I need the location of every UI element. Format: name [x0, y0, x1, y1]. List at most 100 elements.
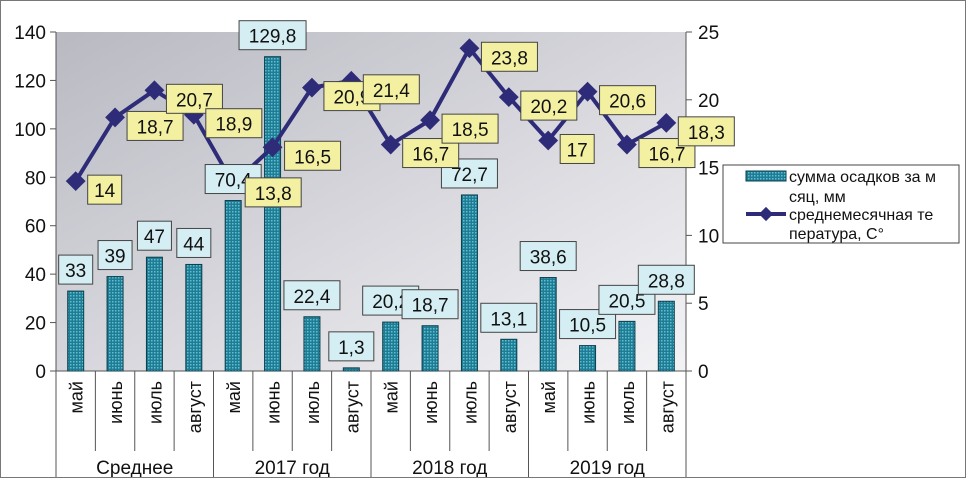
- precipitation-label: 13,1: [490, 309, 527, 330]
- category-label: июнь: [264, 381, 284, 424]
- precipitation-label-box: [176, 227, 212, 258]
- precipitation-bar: [539, 277, 557, 372]
- precipitation-label-box: [519, 241, 577, 272]
- precipitation-label: 22,4: [293, 287, 330, 308]
- left-tick-label: 80: [25, 168, 46, 189]
- category-label: июль: [303, 381, 323, 424]
- right-tick-label: 0: [698, 362, 709, 383]
- temperature-label: 20,9: [333, 88, 370, 109]
- temperature-label: 18,3: [688, 123, 725, 144]
- right-tick-label: 25: [698, 23, 719, 44]
- temperature-label-box: [441, 113, 499, 144]
- precipitation-label-box: [58, 254, 94, 285]
- precipitation-bar: [106, 276, 124, 372]
- temperature-label: 16,7: [648, 145, 685, 166]
- precipitation-label: 1,3: [338, 338, 364, 359]
- precipitation-label: 44: [183, 234, 205, 255]
- right-tick-label: 10: [698, 226, 719, 247]
- category-label: июль: [618, 381, 638, 424]
- precipitation-bar: [618, 320, 636, 372]
- temperature-label: 18,5: [452, 120, 489, 141]
- temperature-label-box: [126, 110, 184, 141]
- category-label: май: [382, 381, 402, 413]
- precipitation-label: 38,6: [530, 248, 567, 269]
- temperature-label-box: [244, 177, 302, 208]
- precipitation-label: 39: [104, 247, 125, 268]
- temperature-marker: [262, 137, 283, 158]
- precipitation-bar: [657, 300, 675, 372]
- precipitation-label: 70,4: [215, 171, 252, 192]
- precipitation-bar: [342, 367, 360, 372]
- temperature-label-box: [205, 108, 263, 139]
- precipitation-label: 28,8: [648, 271, 685, 292]
- right-tick-label: 5: [698, 294, 709, 315]
- category-label: июнь: [421, 381, 441, 424]
- temperature-label: 16,7: [412, 145, 449, 166]
- left-tick-label: 100: [14, 120, 46, 141]
- legend-marker-swatch: [758, 206, 774, 222]
- precipitation-bar: [421, 325, 439, 372]
- temperature-marker: [105, 107, 125, 128]
- legend-label-precipitation-1: сумма осадков за м: [789, 169, 936, 186]
- temperature-label: 18,7: [137, 117, 174, 138]
- precipitation-bar: [224, 200, 242, 372]
- precipitation-label: 20,5: [608, 291, 645, 312]
- temperature-label-box: [559, 133, 595, 164]
- legend-label-temperature-2: пература, С°: [789, 226, 884, 243]
- precipitation-label-box: [97, 240, 133, 271]
- precipitation-label: 47: [144, 227, 165, 248]
- temperature-label-box: [87, 174, 123, 205]
- temperature-label: 20,6: [609, 92, 646, 113]
- temperature-label: 21,4: [373, 81, 410, 102]
- temperature-marker: [65, 171, 86, 192]
- right-tick-label: 15: [698, 159, 719, 180]
- category-label: август: [185, 381, 205, 433]
- legend-label-precipitation-2: сяц, мм: [789, 189, 846, 206]
- left-tick-label: 140: [14, 23, 46, 44]
- precipitation-label-box: [328, 331, 375, 362]
- temperature-label-box: [520, 90, 578, 121]
- legend-bar-swatch: [745, 170, 787, 182]
- left-tick-label: 60: [25, 217, 46, 238]
- category-label: июнь: [106, 381, 126, 424]
- temperature-label-box: [362, 74, 420, 105]
- precipitation-bar: [460, 194, 478, 372]
- precipitation-bar: [67, 290, 85, 372]
- precipitation-bar: [303, 316, 321, 372]
- temperature-label-box: [284, 140, 342, 171]
- precipitation-label-box: [136, 220, 172, 251]
- precipitation-bar: [264, 56, 282, 372]
- precipitation-label-box: [401, 289, 459, 320]
- legend-label-temperature-1: среднемесячная те: [789, 207, 933, 224]
- temperature-label-box: [480, 41, 538, 72]
- temperature-marker: [302, 77, 322, 98]
- category-label: июль: [145, 381, 165, 424]
- temperature-label: 18,9: [215, 115, 252, 136]
- precipitation-label: 18,7: [412, 296, 449, 317]
- category-label: май: [224, 381, 244, 413]
- group-label: 2019 год: [570, 458, 645, 477]
- temperature-label: 16,5: [294, 147, 331, 168]
- left-tick-label: 0: [35, 362, 46, 383]
- precipitation-bar: [382, 321, 400, 372]
- left-tick-label: 120: [14, 71, 46, 92]
- group-label: Среднее: [96, 458, 173, 477]
- precipitation-bar: [579, 345, 597, 372]
- temperature-marker: [420, 110, 440, 131]
- precipitation-bar: [185, 263, 203, 372]
- precipitation-label-box: [238, 20, 307, 51]
- category-label: июль: [460, 381, 480, 424]
- group-label: 2018 год: [412, 458, 487, 477]
- temperature-marker: [144, 80, 165, 101]
- category-label: август: [342, 381, 362, 433]
- temperature-label: 17: [567, 140, 588, 161]
- category-label: май: [67, 381, 87, 413]
- precipitation-label: 33: [65, 261, 86, 282]
- precipitation-label-box: [283, 280, 341, 311]
- temperature-marker: [380, 134, 401, 155]
- left-tick-label: 20: [25, 314, 46, 335]
- precipitation-bar: [500, 338, 518, 372]
- temperature-marker: [459, 38, 480, 59]
